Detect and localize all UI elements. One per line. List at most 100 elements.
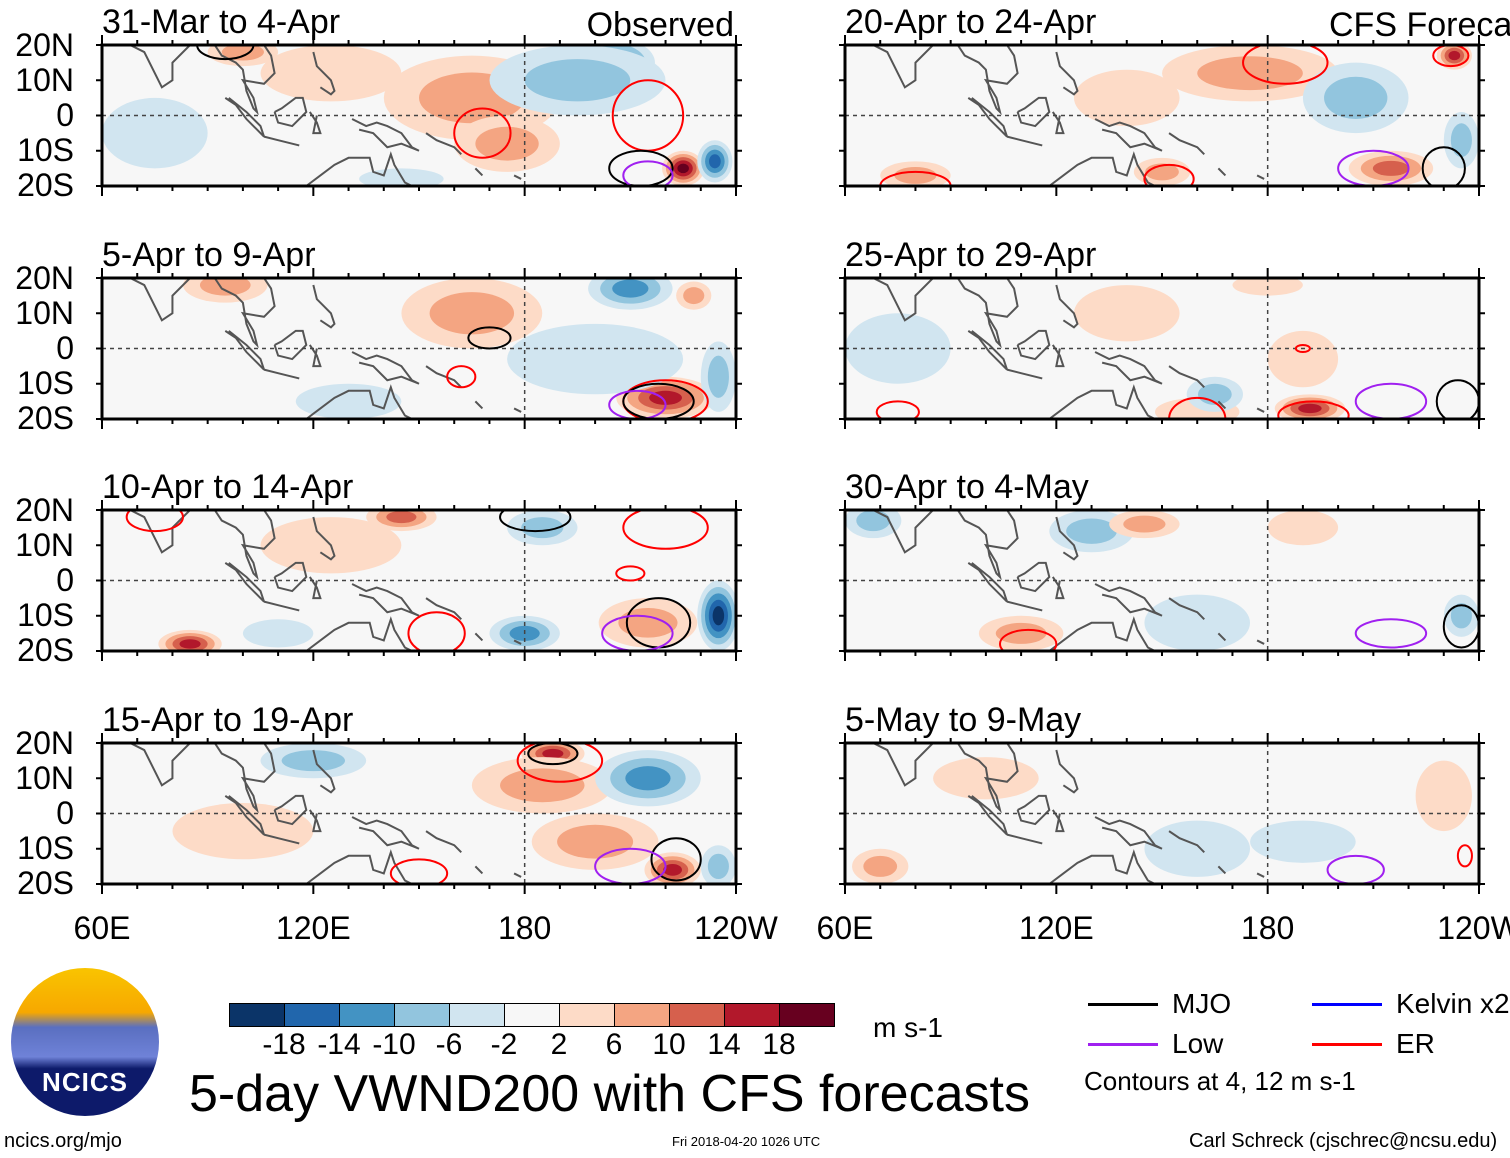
lat-label: 20N bbox=[15, 27, 74, 63]
coastline bbox=[213, 45, 276, 116]
coastline bbox=[513, 407, 522, 413]
anomaly-shading bbox=[260, 45, 402, 102]
map-panel bbox=[96, 733, 742, 894]
coastline bbox=[263, 833, 300, 845]
anomaly-shading bbox=[1267, 510, 1339, 546]
lat-label: 10N bbox=[15, 295, 74, 331]
coastline bbox=[291, 384, 413, 419]
anomaly-shading bbox=[995, 622, 1047, 644]
legend-line bbox=[1088, 1002, 1158, 1006]
contour-er bbox=[875, 400, 920, 419]
coastline bbox=[956, 743, 1019, 814]
lat-label: 0 bbox=[56, 330, 74, 366]
coastline bbox=[425, 132, 462, 155]
anomaly-shading bbox=[1448, 50, 1461, 61]
lon-label: 180 bbox=[1240, 910, 1295, 946]
anomaly-shading bbox=[707, 355, 729, 398]
coastline bbox=[1256, 639, 1265, 645]
contour-mjo bbox=[650, 837, 702, 882]
coastline bbox=[1217, 400, 1227, 410]
coastline bbox=[351, 583, 420, 617]
coastline bbox=[1094, 118, 1163, 152]
legend-label: Kelvin x2 bbox=[1396, 988, 1510, 1019]
anomaly-shading bbox=[894, 166, 937, 184]
anomaly-shading bbox=[172, 802, 314, 860]
contour-mjo bbox=[467, 326, 512, 350]
coastline bbox=[956, 45, 1019, 116]
coastline bbox=[872, 278, 935, 322]
contour-er bbox=[407, 611, 466, 651]
coastline bbox=[273, 96, 308, 128]
footer-timestamp: Fri 2018-04-20 1026 UTC bbox=[672, 1134, 821, 1149]
colorbar-label: 6 bbox=[605, 1028, 623, 1061]
anomaly-layer bbox=[102, 45, 733, 186]
lat-label: 10S bbox=[17, 830, 74, 866]
coastline bbox=[1055, 51, 1079, 96]
footer-author: Carl Schreck (cjschrec@ncsu.edu) bbox=[1189, 1130, 1498, 1152]
anomaly-shading bbox=[1144, 820, 1251, 877]
coastline bbox=[1168, 132, 1205, 155]
coastline bbox=[291, 849, 413, 884]
coastline bbox=[308, 344, 322, 368]
coastline bbox=[1006, 135, 1043, 147]
legend-label: ER bbox=[1396, 1028, 1435, 1059]
colorbar-label: -14 bbox=[317, 1028, 361, 1061]
lat-label: 0 bbox=[56, 97, 74, 133]
coastline bbox=[1217, 632, 1227, 642]
contour-er bbox=[615, 565, 646, 582]
colorbar-label: 18 bbox=[762, 1028, 796, 1061]
map-panel bbox=[839, 500, 1485, 661]
anomaly-shading bbox=[102, 97, 208, 169]
coastline bbox=[1016, 794, 1051, 826]
coastline bbox=[312, 284, 336, 329]
legend-label: MJO bbox=[1172, 988, 1232, 1019]
coastline bbox=[1034, 616, 1156, 651]
lat-label: 20S bbox=[17, 865, 74, 901]
contour-low bbox=[1354, 618, 1428, 649]
coastline bbox=[1016, 96, 1051, 128]
coastline bbox=[967, 97, 1008, 138]
anomaly-shading bbox=[625, 766, 671, 791]
lat-label: 20N bbox=[15, 492, 74, 528]
coastline bbox=[308, 576, 322, 600]
coastline bbox=[872, 510, 935, 554]
coastline bbox=[1055, 749, 1079, 794]
anomaly-shading bbox=[199, 278, 251, 296]
coastline bbox=[213, 743, 276, 814]
anomaly-shading bbox=[1123, 515, 1166, 533]
lat-label: 10N bbox=[15, 527, 74, 563]
coastline bbox=[1051, 111, 1065, 135]
anomaly-layer bbox=[852, 743, 1472, 884]
coastline bbox=[129, 45, 192, 89]
lat-label: 20S bbox=[17, 400, 74, 436]
contour-mjo bbox=[499, 510, 572, 533]
coastline bbox=[224, 330, 265, 371]
colorbar-label: 14 bbox=[707, 1028, 741, 1061]
anomaly-shading bbox=[1073, 285, 1180, 342]
coastline bbox=[263, 368, 300, 380]
contour-er bbox=[453, 107, 512, 159]
anomaly-shading bbox=[295, 383, 402, 419]
map-panel bbox=[96, 35, 742, 196]
coastline bbox=[956, 510, 1019, 581]
contour-er bbox=[389, 858, 449, 884]
coastline bbox=[1016, 329, 1051, 361]
anomaly-shading bbox=[500, 768, 585, 803]
colorbar-swatch bbox=[670, 1004, 725, 1026]
anomaly-shading bbox=[429, 292, 515, 335]
anomaly-shading bbox=[281, 750, 346, 772]
colorbar-swatch bbox=[450, 1004, 505, 1026]
anomaly-shading bbox=[524, 59, 631, 102]
anomaly-shading bbox=[242, 619, 314, 648]
coastline bbox=[224, 97, 265, 138]
contour-er bbox=[622, 510, 709, 550]
anomaly-shading bbox=[521, 517, 564, 539]
lon-label: 60E bbox=[816, 910, 874, 946]
coastline bbox=[1094, 816, 1163, 850]
coastline bbox=[1034, 151, 1156, 186]
column-label: Observed bbox=[586, 6, 734, 44]
contour-er bbox=[1294, 343, 1311, 354]
contour-er bbox=[1277, 400, 1350, 419]
coastline bbox=[1055, 516, 1079, 561]
legend-item-er: ER bbox=[1312, 1028, 1435, 1060]
